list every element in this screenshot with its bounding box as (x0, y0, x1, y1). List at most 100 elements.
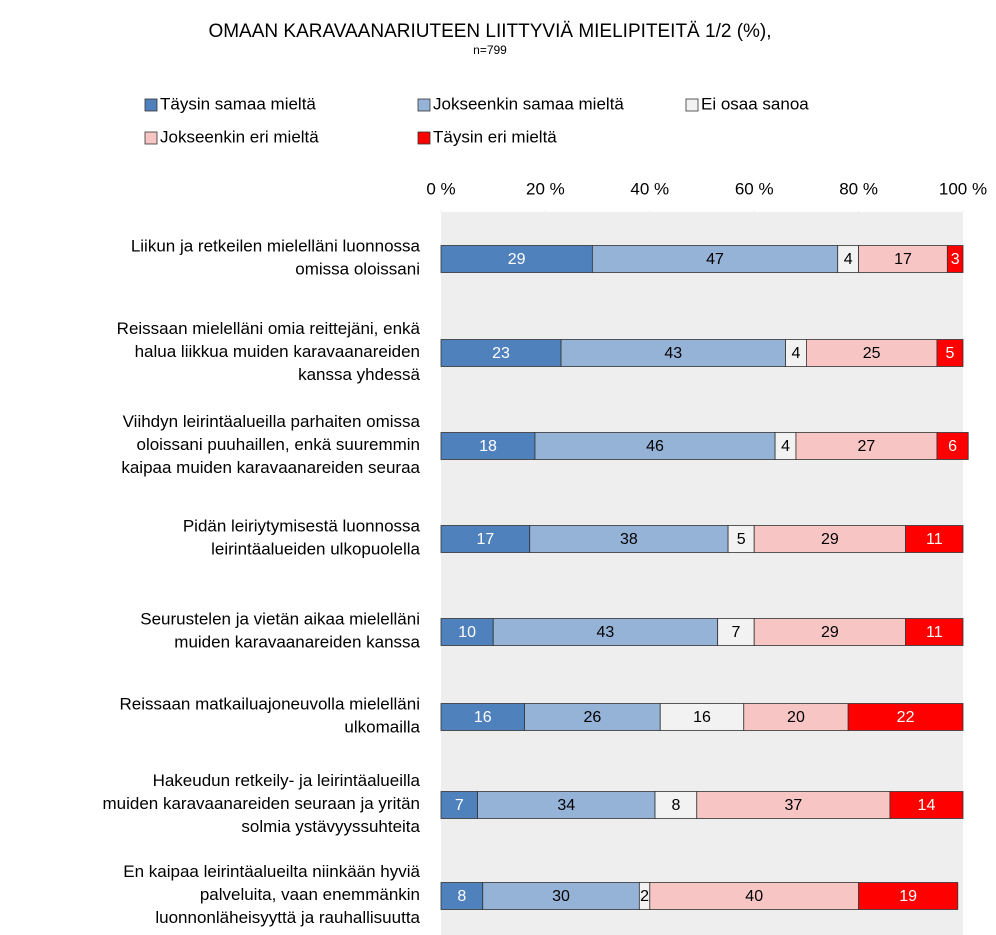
category-line: Hakeudun retkeily- ja leirintäalueilla (153, 771, 421, 790)
category-line: Seurustelen ja vietän aikaa mielelläni (140, 610, 420, 629)
bar-segment (534, 432, 776, 460)
value-label: 29 (821, 624, 839, 641)
x-tick-label: 40 % (630, 179, 669, 198)
value-label: 3 (951, 251, 960, 268)
plot-background (441, 212, 963, 935)
legend-swatch (417, 131, 431, 145)
value-label: 19 (899, 888, 917, 905)
bar-segment (905, 618, 964, 646)
category-line: Reissaan mielelläni omia reittejäni, enk… (117, 319, 421, 338)
value-label: 16 (693, 709, 711, 726)
x-tick-label: 60 % (735, 179, 774, 198)
bar-segment (795, 432, 938, 460)
bar-segment (858, 882, 959, 910)
category-line: En kaipaa leirintäalueilta niinkään hyvi… (123, 862, 420, 881)
category-label: Reissaan mielelläni omia reittejäni, enk… (117, 319, 421, 384)
value-label: 7 (455, 797, 464, 814)
category-line: palveluita, vaan enemmänkin (200, 885, 420, 904)
bar-segment (905, 525, 964, 553)
bar-segment (659, 703, 745, 731)
bar-segment (440, 432, 536, 460)
value-label: 23 (492, 345, 510, 362)
bar-segment (649, 882, 859, 910)
bar-segment (654, 791, 698, 819)
value-label: 8 (457, 888, 466, 905)
value-label: 38 (620, 531, 638, 548)
category-label: En kaipaa leirintäalueilta niinkään hyvi… (123, 862, 420, 927)
x-tick-label: 20 % (526, 179, 565, 198)
legend-label: Täysin eri mieltä (433, 127, 557, 146)
value-label: 43 (664, 345, 682, 362)
category-line: Reissaan matkailuajoneuvolla mielelläni (120, 695, 421, 714)
value-label: 40 (745, 888, 763, 905)
bar-segment (753, 525, 906, 553)
legend-label: Jokseenkin samaa mieltä (433, 94, 624, 113)
x-tick-label: 0 % (426, 179, 455, 198)
value-label: 47 (706, 251, 724, 268)
category-label: Pidän leiriytymisestä luonnossa leirintäa… (183, 517, 421, 559)
bar-segment (440, 703, 525, 731)
category-line: Liikun ja retkeilen mielelläni luonnossa (131, 237, 421, 256)
value-label: 29 (508, 251, 526, 268)
bar-segment (482, 882, 640, 910)
category-line: ulkomailla (344, 718, 420, 737)
bar-segment (440, 339, 562, 367)
bar-segment (753, 618, 906, 646)
category-label: Seurustelen ja vietän aikaa mielelläni mu… (140, 610, 420, 652)
category-line: luonnonläheisyyttä ja rauhallisuutta (155, 908, 420, 927)
category-line: omissa oloissani (295, 260, 420, 279)
legend-label: Jokseenkin eri mieltä (160, 127, 319, 146)
bar-segment (717, 618, 755, 646)
category-line: oloissani puuhaillen, enkä suuremmin (137, 435, 421, 454)
value-label: 14 (918, 797, 936, 814)
bar-segment (529, 525, 729, 553)
value-label: 4 (844, 251, 853, 268)
bar-segment (806, 339, 938, 367)
value-label: 5 (737, 531, 746, 548)
bar-segment (560, 339, 786, 367)
bar-segment (524, 703, 661, 731)
value-label: 17 (476, 531, 494, 548)
bar-segment (440, 245, 593, 273)
x-tick-label: 100 % (939, 179, 987, 198)
value-label: 18 (479, 438, 497, 455)
value-label: 5 (945, 345, 954, 362)
value-label: 46 (646, 438, 664, 455)
category-label: Reissaan matkailuajoneuvolla mielelläni u… (120, 695, 421, 737)
chart-subtitle: n=799 (473, 43, 507, 57)
bar-segment (946, 245, 964, 273)
bar-segment (492, 618, 719, 646)
value-label: 8 (671, 797, 680, 814)
value-label: 34 (557, 797, 575, 814)
category-line: kanssa yhdessä (298, 365, 420, 384)
value-label: 11 (926, 624, 943, 641)
bar-segment (936, 432, 969, 460)
bar-segment (847, 703, 964, 731)
value-label: 10 (458, 624, 476, 641)
value-label: 4 (792, 345, 801, 362)
category-line: solmia ystävyyssuhteita (241, 817, 420, 836)
value-label: 26 (583, 709, 601, 726)
x-tick-label: 80 % (839, 179, 878, 198)
legend-swatch (144, 131, 158, 145)
value-label: 17 (894, 251, 912, 268)
value-label: 16 (474, 709, 492, 726)
bar-segment (936, 339, 964, 367)
value-label: 2 (640, 888, 649, 905)
value-label: 43 (597, 624, 615, 641)
bar-segment (889, 791, 964, 819)
bar-segment (440, 882, 484, 910)
value-label: 25 (863, 345, 881, 362)
category-line: halua liikkua muiden karavaanareiden (135, 342, 420, 361)
category-line: muiden karavaanareiden kanssa (174, 633, 420, 652)
value-label: 11 (926, 531, 943, 548)
legend-label: Täysin samaa mieltä (160, 94, 316, 113)
legend-swatch (417, 98, 431, 112)
legend-label: Ei osaa sanoa (701, 94, 809, 113)
value-label: 4 (781, 438, 790, 455)
value-label: 37 (784, 797, 802, 814)
category-line: Viihdyn leirintäalueilla parhaiten omiss… (123, 412, 421, 431)
category-line: Pidän leiriytymisestä luonnossa (183, 517, 421, 536)
value-label: 20 (787, 709, 805, 726)
